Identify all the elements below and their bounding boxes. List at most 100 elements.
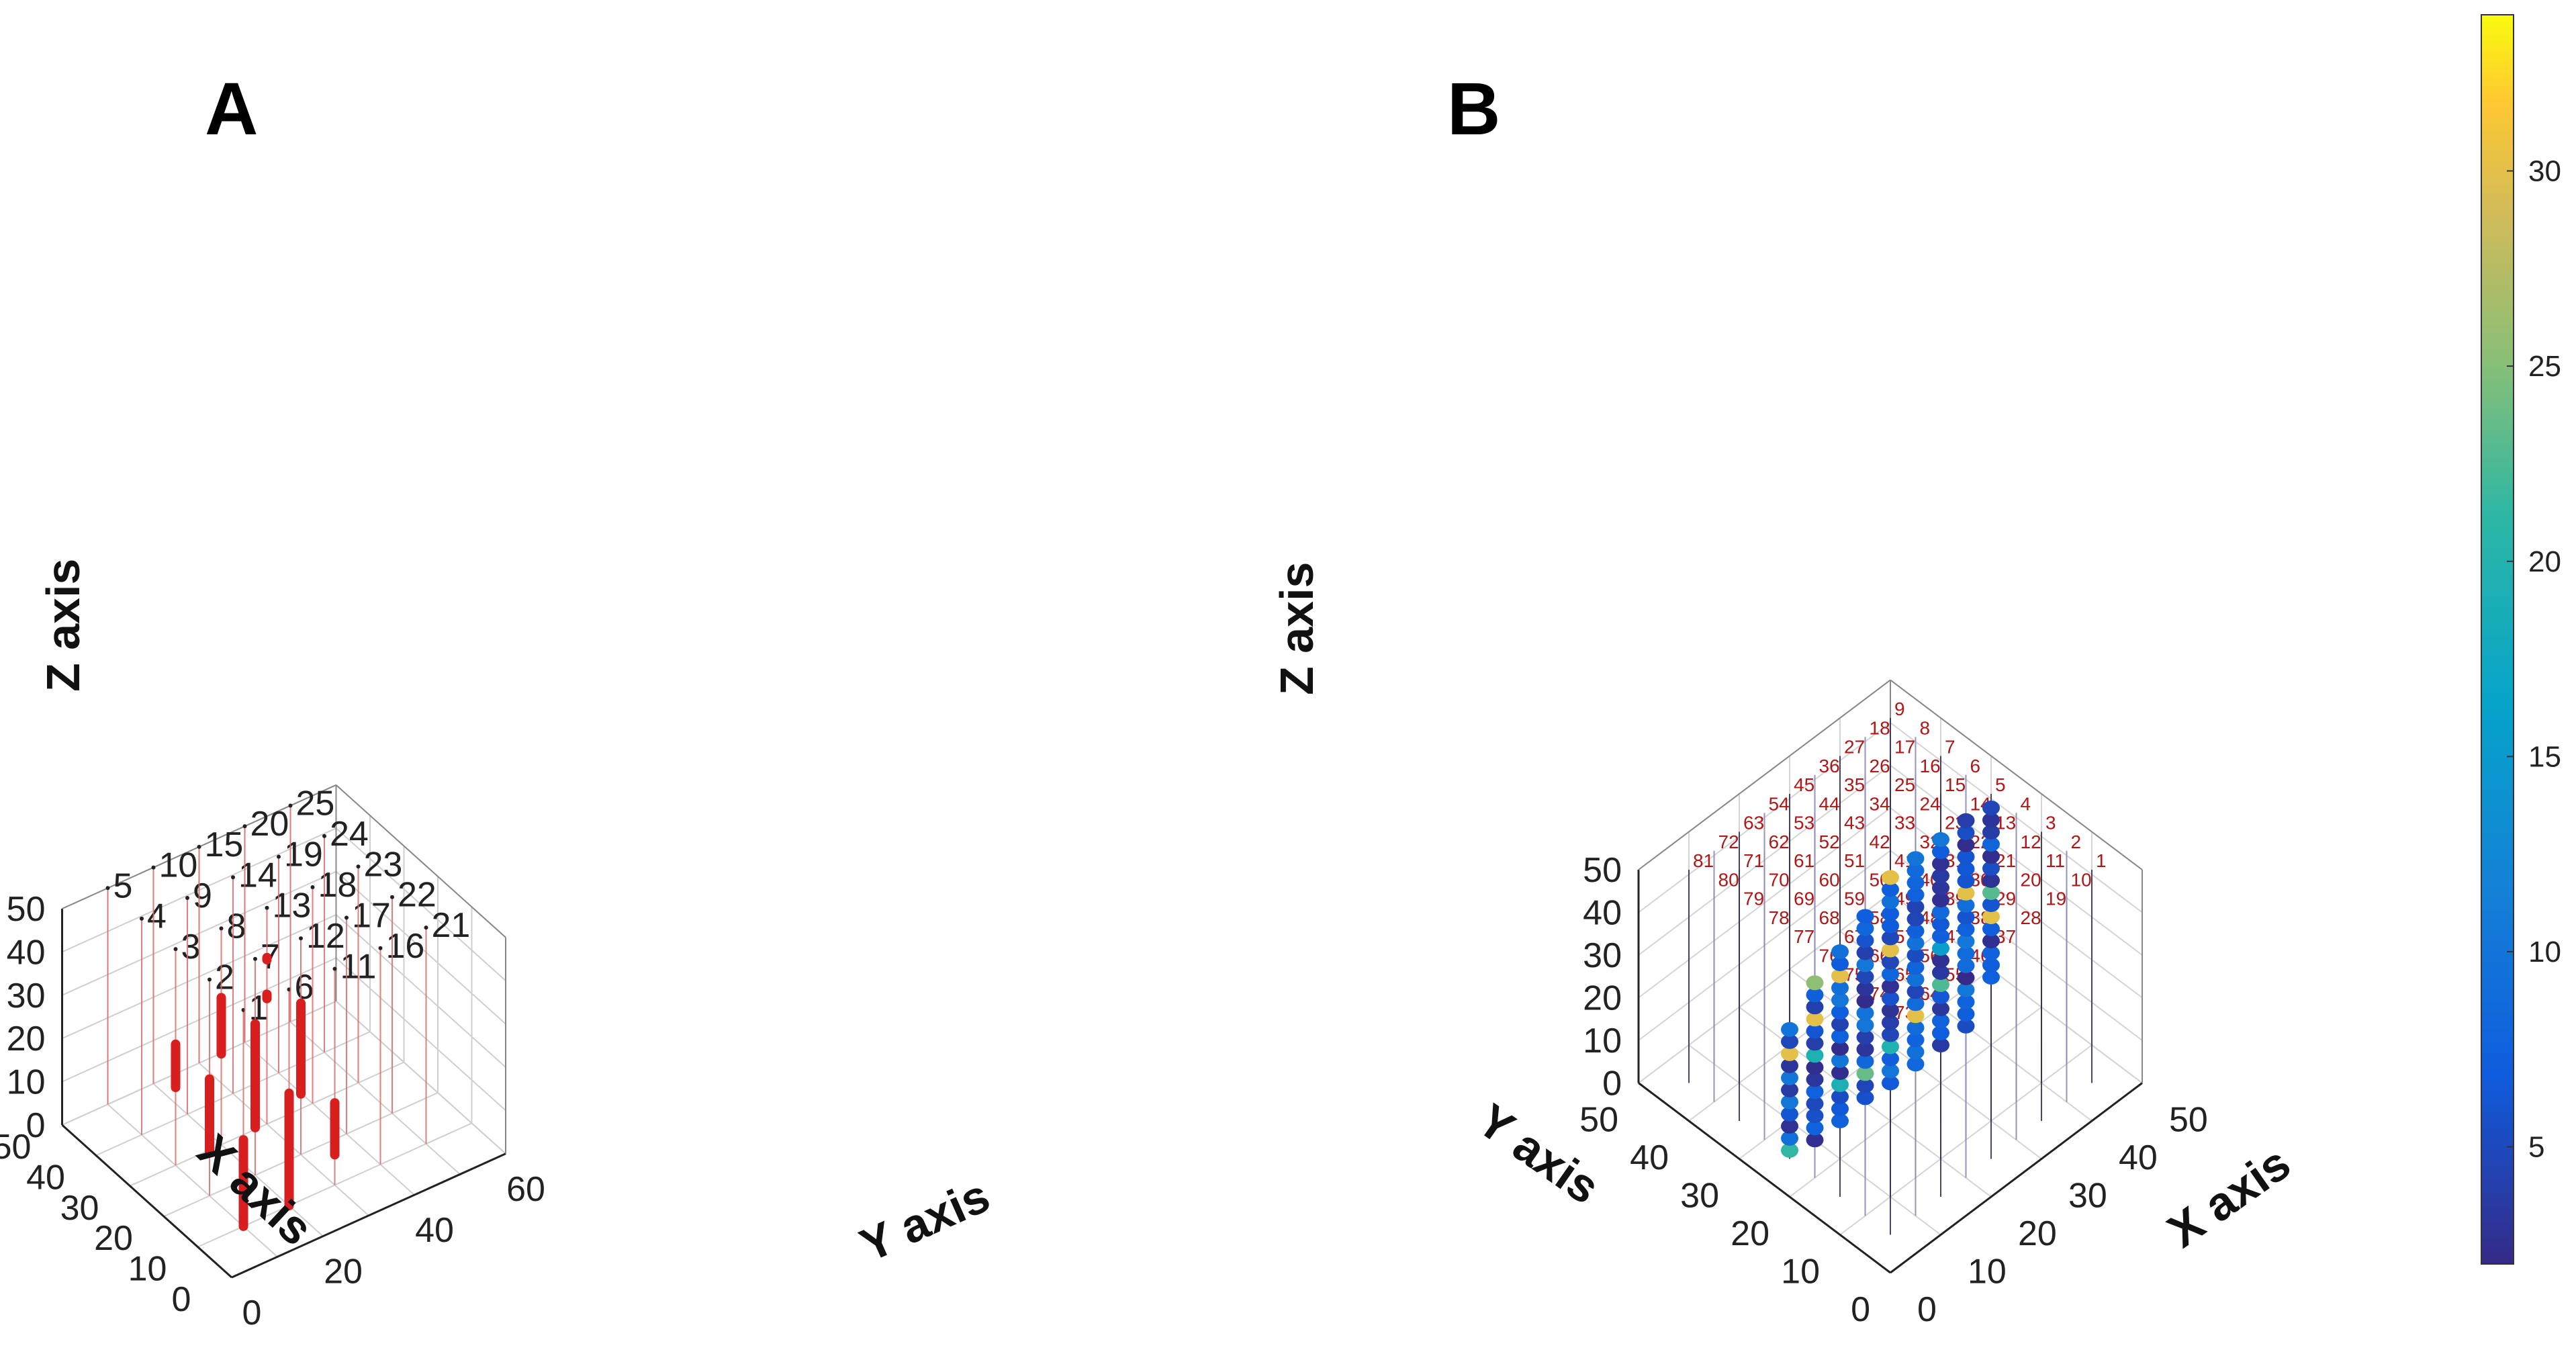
column-label: 15 bbox=[1945, 774, 1966, 795]
data-marker bbox=[1806, 1011, 1824, 1027]
data-marker bbox=[1882, 1003, 1899, 1018]
data-marker bbox=[1982, 909, 2000, 924]
data-marker bbox=[1932, 953, 1949, 968]
column-label: 28 bbox=[2021, 907, 2041, 928]
grid-line bbox=[198, 1063, 369, 1216]
data-marker bbox=[1882, 1027, 1899, 1042]
data-marker bbox=[1856, 981, 1874, 997]
data-marker bbox=[1957, 813, 1975, 828]
data-marker bbox=[1906, 899, 1925, 915]
column-label: 43 bbox=[1844, 813, 1865, 833]
grid-line bbox=[107, 1103, 278, 1258]
data-marker bbox=[1932, 917, 1949, 932]
data-marker bbox=[1781, 1118, 1798, 1134]
data-marker bbox=[1856, 945, 1874, 960]
column-label: 19 bbox=[2045, 889, 2066, 909]
data-marker bbox=[1882, 1015, 1899, 1030]
column-label: 34 bbox=[1870, 793, 1890, 814]
column-label: 80 bbox=[1718, 869, 1739, 890]
borehole-label: 8 bbox=[227, 907, 246, 946]
data-marker bbox=[1856, 1042, 1874, 1057]
grid-line bbox=[335, 1001, 506, 1155]
axis-x-line bbox=[1890, 1082, 2143, 1274]
column-label: 79 bbox=[1743, 889, 1764, 909]
data-marker bbox=[1932, 941, 1949, 956]
borehole-top-marker bbox=[219, 926, 224, 931]
x-tick-label: 20 bbox=[2018, 1214, 2057, 1253]
y-tick-label: 40 bbox=[415, 1211, 454, 1250]
borehole-top-marker bbox=[424, 925, 428, 930]
data-marker bbox=[1831, 1065, 1849, 1080]
data-marker bbox=[1781, 1130, 1798, 1146]
column-label: 78 bbox=[1769, 907, 1790, 928]
data-marker bbox=[1806, 1048, 1824, 1063]
x-tick-label: 0 bbox=[172, 1280, 191, 1319]
box-edge bbox=[1638, 679, 1891, 870]
borehole-top-marker bbox=[253, 956, 257, 961]
panel-b-x-axis-label: X axis bbox=[2158, 1136, 2300, 1257]
borehole-top-marker bbox=[105, 886, 110, 891]
borehole-top-marker bbox=[299, 936, 303, 941]
borehole-top-marker bbox=[197, 844, 201, 849]
data-marker bbox=[1957, 1018, 1975, 1034]
data-marker bbox=[1882, 1075, 1899, 1091]
axis-y-line bbox=[231, 1152, 506, 1279]
data-marker bbox=[1856, 957, 1874, 973]
borehole-label: 23 bbox=[364, 845, 403, 884]
colorbar-gradient bbox=[2481, 14, 2514, 1265]
data-marker bbox=[1982, 813, 2000, 827]
data-marker bbox=[1882, 930, 1899, 946]
x-tick-label: 30 bbox=[60, 1189, 99, 1228]
data-marker bbox=[1906, 1056, 1925, 1072]
data-marker bbox=[1982, 970, 2000, 985]
borehole-label: 22 bbox=[398, 876, 436, 915]
data-marker bbox=[1932, 905, 1949, 919]
borehole-top-marker bbox=[140, 916, 144, 921]
column-label: 69 bbox=[1794, 889, 1814, 909]
data-marker bbox=[1856, 1054, 1874, 1069]
colorbar-tick-label: 30 bbox=[2528, 155, 2561, 188]
data-marker bbox=[1982, 873, 2000, 888]
data-marker bbox=[1882, 882, 1899, 897]
borehole-top-marker bbox=[242, 824, 247, 829]
data-marker bbox=[1957, 1006, 1975, 1022]
panel-b-z-axis-label: Z axis bbox=[1271, 562, 1323, 695]
borehole-label: 25 bbox=[296, 784, 335, 823]
z-tick-label: 0 bbox=[26, 1106, 46, 1145]
colorbar-tick-label: 10 bbox=[2528, 936, 2561, 968]
data-marker bbox=[1906, 984, 1925, 999]
column-label: 4 bbox=[2021, 793, 2031, 814]
column-label: 42 bbox=[1870, 831, 1890, 852]
data-marker bbox=[1932, 1001, 1949, 1016]
data-marker bbox=[1856, 1090, 1874, 1105]
z-tick-label: 40 bbox=[7, 933, 46, 972]
data-marker bbox=[1957, 825, 1975, 840]
z-tick-label: 10 bbox=[7, 1063, 46, 1102]
z-tick-label: 30 bbox=[1583, 936, 1622, 975]
data-marker bbox=[1856, 933, 1874, 948]
data-marker bbox=[1982, 885, 2000, 900]
grid-line bbox=[335, 957, 506, 1112]
data-marker bbox=[1932, 929, 1949, 944]
data-marker bbox=[1882, 954, 1899, 970]
z-tick-label: 20 bbox=[1583, 979, 1622, 1018]
x-tick-label: 50 bbox=[2169, 1101, 2208, 1140]
data-marker bbox=[1806, 999, 1824, 1015]
borehole-top-marker bbox=[310, 885, 315, 889]
borehole-top-marker bbox=[322, 833, 326, 838]
data-marker bbox=[1932, 893, 1949, 907]
column-label: 60 bbox=[1819, 869, 1840, 890]
data-marker bbox=[1906, 923, 1925, 939]
data-marker bbox=[1781, 1058, 1798, 1073]
data-marker bbox=[1882, 942, 1899, 958]
column-label: 12 bbox=[2021, 831, 2041, 852]
data-marker bbox=[1906, 1020, 1925, 1036]
data-marker bbox=[1957, 861, 1975, 876]
data-marker bbox=[1982, 897, 2000, 912]
data-marker bbox=[1982, 934, 2000, 948]
panel-a-z-axis-label: Z axis bbox=[37, 559, 89, 692]
borehole-top-marker bbox=[332, 966, 337, 971]
